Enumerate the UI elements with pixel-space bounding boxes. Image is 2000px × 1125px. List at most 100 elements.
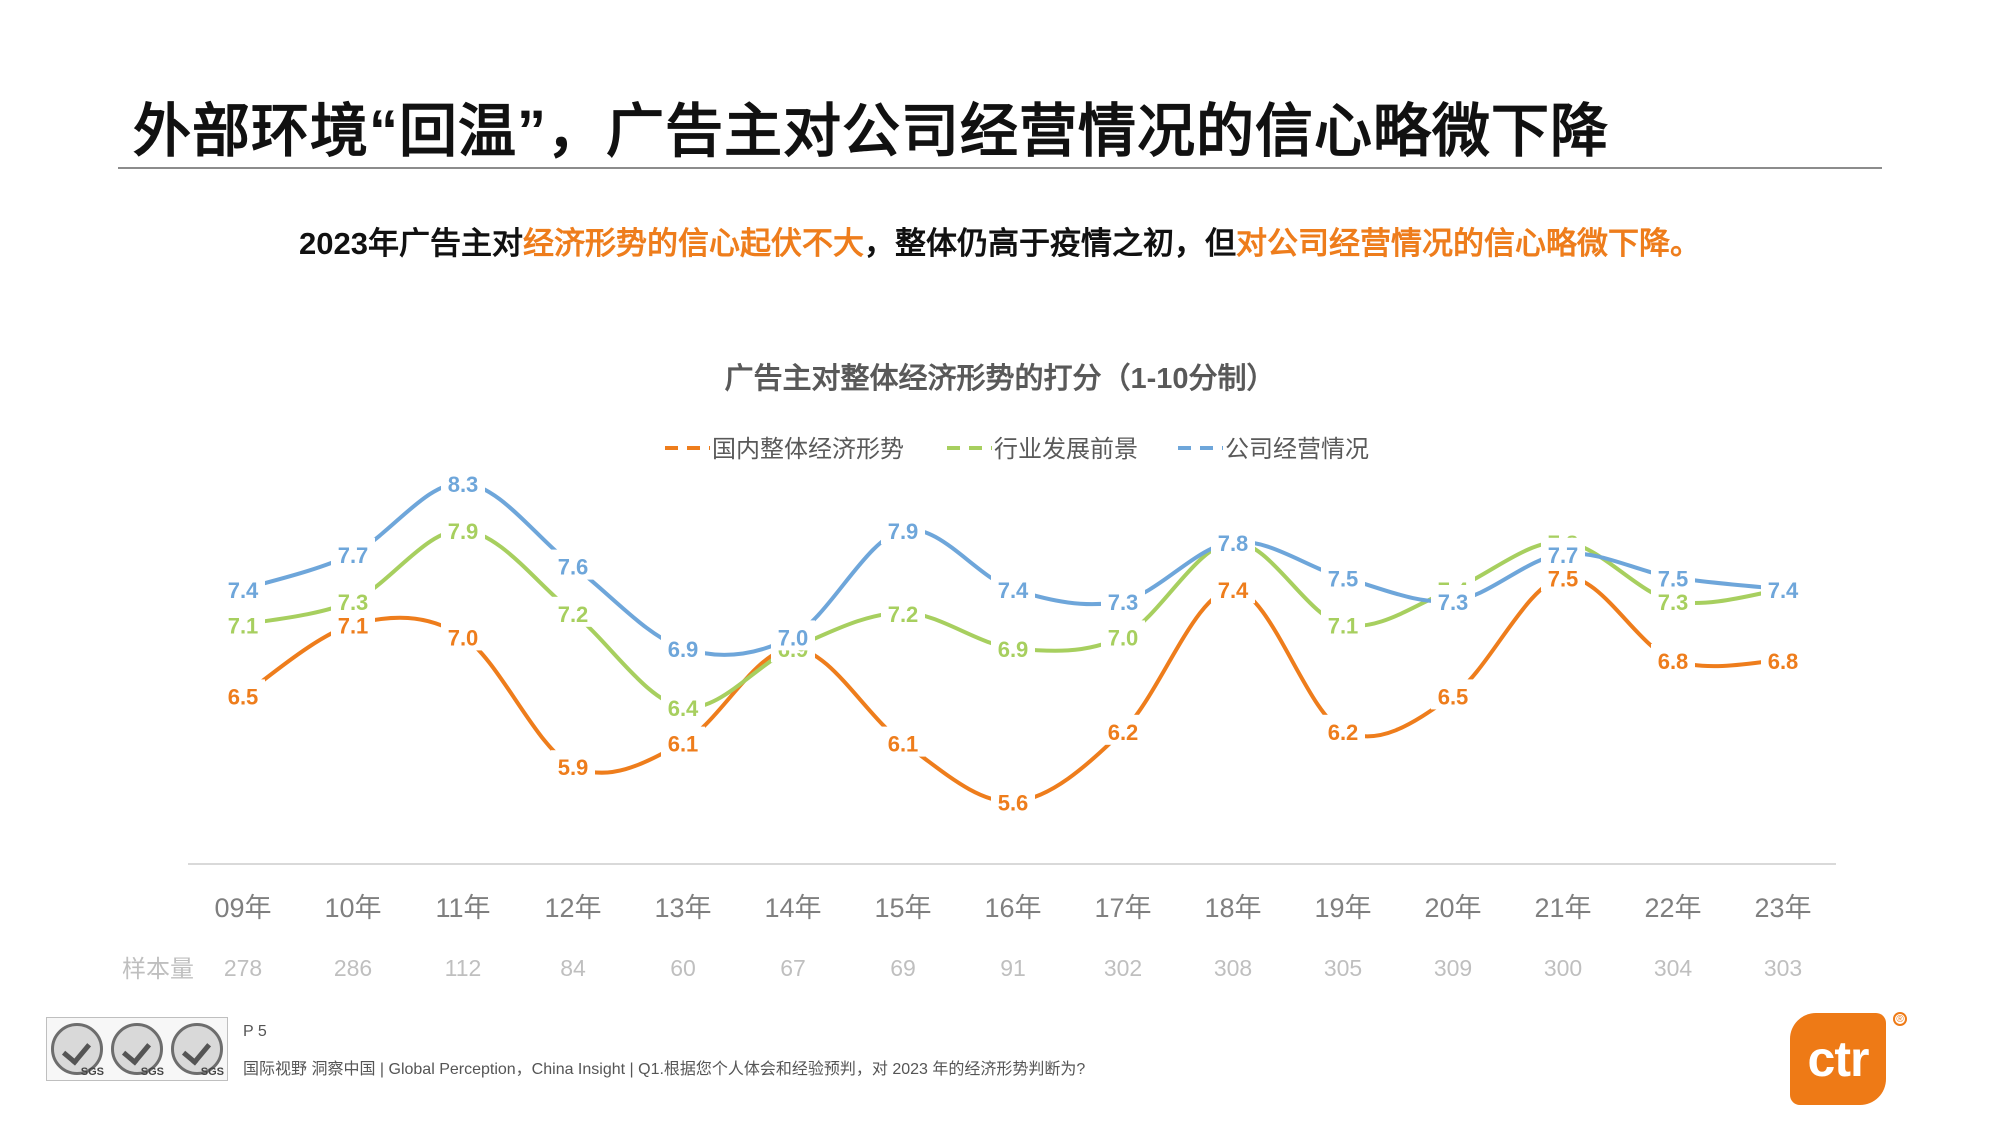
sample-size-label: 302 [1104, 955, 1142, 981]
data-labels: 6.5 7.1 7.0 5.9 6.1 6.9 6.1 5.6 6.2 7.4 6.2 6.5 7.5 6… [221, 467, 1805, 816]
sample-size-label: 303 [1764, 955, 1802, 981]
sample-size-label: 112 [445, 955, 482, 981]
sample-size-label: 286 [334, 955, 372, 981]
data-label-backdrop [1101, 620, 1145, 651]
x-tick-label: 21年 [1534, 893, 1591, 923]
data-label-backdrop [1211, 573, 1255, 604]
data-label-backdrop [1761, 573, 1805, 604]
series-line [241, 575, 1785, 804]
data-label-backdrop [1211, 526, 1255, 556]
data-label: 7.4 [998, 578, 1029, 603]
data-label: 7.4 [228, 578, 259, 603]
data-label-backdrop [991, 785, 1035, 816]
page-number: P 5 [243, 1023, 267, 1040]
data-label: 7.7 [1548, 543, 1579, 568]
data-label: 7.8 [1218, 531, 1249, 556]
chart-title: 广告主对整体经济形势的打分（1-10分制） [724, 361, 1275, 395]
sample-size-label: 91 [1000, 955, 1026, 981]
sample-size-label: 60 [670, 955, 696, 981]
sample-size-label: 304 [1654, 955, 1693, 981]
data-label: 5.6 [998, 791, 1029, 816]
certification-seal-icon: SGS [171, 1023, 224, 1078]
data-label: 7.7 [338, 543, 369, 568]
x-tick-label: 12年 [544, 893, 601, 923]
data-label-backdrop [881, 596, 925, 627]
x-tick-label: 16年 [984, 893, 1041, 923]
x-tick-label: 23年 [1754, 893, 1811, 923]
x-tick-label: 19年 [1314, 893, 1371, 923]
x-tick-label: 15年 [874, 893, 931, 923]
data-label: 7.9 [448, 519, 479, 544]
data-label: 6.4 [668, 696, 699, 721]
data-label-backdrop [771, 620, 815, 651]
legend-item: 公司经营情况 [1178, 436, 1369, 463]
data-label-backdrop [1651, 644, 1695, 674]
data-label: 7.3 [1108, 590, 1139, 615]
sample-size-label: 305 [1324, 955, 1362, 981]
data-label-backdrop [551, 750, 595, 781]
data-label-backdrop [661, 632, 705, 663]
sample-size-label: 278 [224, 955, 262, 981]
data-label-backdrop [1651, 561, 1695, 592]
data-label-backdrop [1761, 644, 1805, 674]
data-label: 7.0 [1108, 625, 1139, 650]
sample-size-label: 84 [560, 955, 586, 981]
data-label-backdrop [441, 514, 485, 545]
data-label: 7.1 [228, 614, 259, 639]
data-label-backdrop [991, 632, 1035, 663]
slide-subtitle: 2023年广告主对经济形势的信心起伏不大，整体仍高于疫情之初，但对公司经营情况的… [0, 218, 2000, 263]
x-tick-label: 10年 [324, 893, 381, 923]
data-label: 6.5 [1438, 684, 1469, 709]
data-label: 7.1 [1328, 614, 1359, 639]
registered-mark-icon: ® [1893, 1012, 1907, 1026]
data-label: 8.3 [448, 472, 479, 497]
data-label-backdrop [1101, 714, 1145, 745]
data-label-backdrop [551, 549, 595, 580]
data-label-backdrop [881, 726, 925, 757]
data-label: 7.5 [1658, 566, 1689, 591]
data-label: 6.2 [1108, 720, 1139, 745]
data-label: 6.2 [1328, 720, 1359, 745]
data-label: 7.2 [888, 602, 919, 627]
sample-size-label: 309 [1434, 955, 1472, 981]
data-label-backdrop [661, 691, 705, 722]
data-label: 6.1 [888, 732, 919, 757]
legend-label: 国内整体经济形势 [712, 436, 904, 463]
slide-title: 外部环境“回温”，广告主对公司经营情况的信心略微下降 [133, 99, 1610, 164]
data-label: 7.0 [448, 625, 479, 650]
data-label-backdrop [1101, 585, 1145, 615]
legend-item: 行业发展前景 [947, 436, 1138, 463]
data-label: 7.4 [1768, 578, 1799, 603]
ctr-logo: ctr [1790, 1013, 1886, 1105]
data-label-backdrop [661, 726, 705, 757]
data-label-backdrop [881, 514, 925, 545]
data-label-backdrop [441, 620, 485, 651]
footer-source-note: 国际视野 洞察中国 | Global Perception，China Insi… [243, 1061, 1086, 1078]
data-label-backdrop [1321, 608, 1365, 639]
x-tick-label: 18年 [1204, 893, 1261, 923]
data-label-backdrop [1541, 537, 1585, 568]
subtitle-part-1: 2023年广告主对 [299, 226, 523, 261]
data-label: 7.5 [1548, 566, 1579, 591]
legend-item: 国内整体经济形势 [665, 436, 904, 463]
data-label-backdrop [551, 596, 595, 627]
data-label-backdrop [1321, 714, 1365, 745]
sample-size-label: 308 [1214, 955, 1252, 981]
subtitle-part-3: ，整体仍高于疫情之初，但 [863, 226, 1236, 261]
sample-size-label: 67 [780, 955, 806, 981]
certification-logos: SGS SGS SGS [46, 1017, 228, 1081]
legend-label: 行业发展前景 [994, 436, 1138, 463]
data-label-backdrop [1321, 561, 1365, 592]
data-label: 7.2 [558, 602, 589, 627]
data-label-backdrop [221, 679, 265, 710]
data-label: 7.3 [1438, 590, 1469, 615]
data-label-backdrop [1431, 585, 1475, 615]
data-label: 7.1 [338, 614, 369, 639]
data-label-backdrop [1431, 679, 1475, 710]
data-label: 6.5 [228, 684, 259, 709]
sample-size-label: 300 [1544, 955, 1582, 981]
x-tick-label: 11年 [435, 893, 490, 923]
title-divider [118, 167, 1882, 169]
data-label-backdrop [221, 573, 265, 604]
